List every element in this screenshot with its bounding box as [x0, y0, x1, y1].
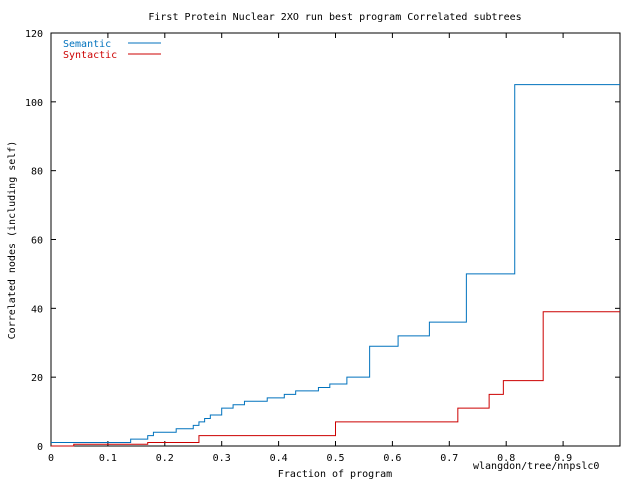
y-tick-label: 0: [37, 442, 43, 453]
y-tick-label: 40: [31, 304, 43, 315]
x-tick-label: 0.8: [497, 453, 515, 464]
y-tick-label: 120: [25, 29, 43, 40]
x-tick-label: 0.5: [326, 453, 344, 464]
series-line-syntactic: [51, 311, 620, 447]
x-tick-label: 0.2: [156, 453, 174, 464]
y-tick-label: 100: [25, 98, 43, 109]
y-tick-label: 60: [31, 236, 43, 247]
x-tick-label: 0.4: [270, 453, 288, 464]
x-tick-label: 0.1: [99, 453, 117, 464]
legend-label-semantic: Semantic: [63, 39, 111, 50]
chart-title: First Protein Nuclear 2XO run best progr…: [148, 12, 521, 23]
x-tick-label: 0: [48, 453, 54, 464]
y-tick-label: 80: [31, 167, 43, 178]
corner-label: wlangdon/tree/nnpslc0: [473, 461, 599, 472]
y-tick-label: 20: [31, 373, 43, 384]
x-tick-label: 0.7: [440, 453, 458, 464]
series-line-semantic: [51, 84, 620, 444]
plot-layer: 0 0.1 0.2 0.3 0.4 0.5 0.6 0.7 0.8 0.9 0 20 40 60 80 100…: [25, 29, 621, 464]
x-tick-label: 0.3: [213, 453, 231, 464]
x-tick-label: 0.6: [383, 453, 401, 464]
y-axis-label: Correlated nodes (including self): [7, 141, 18, 340]
x-tick-label: 0.9: [554, 453, 572, 464]
legend-label-syntactic: Syntactic: [63, 50, 117, 61]
x-axis-label: Fraction of program: [278, 469, 392, 480]
